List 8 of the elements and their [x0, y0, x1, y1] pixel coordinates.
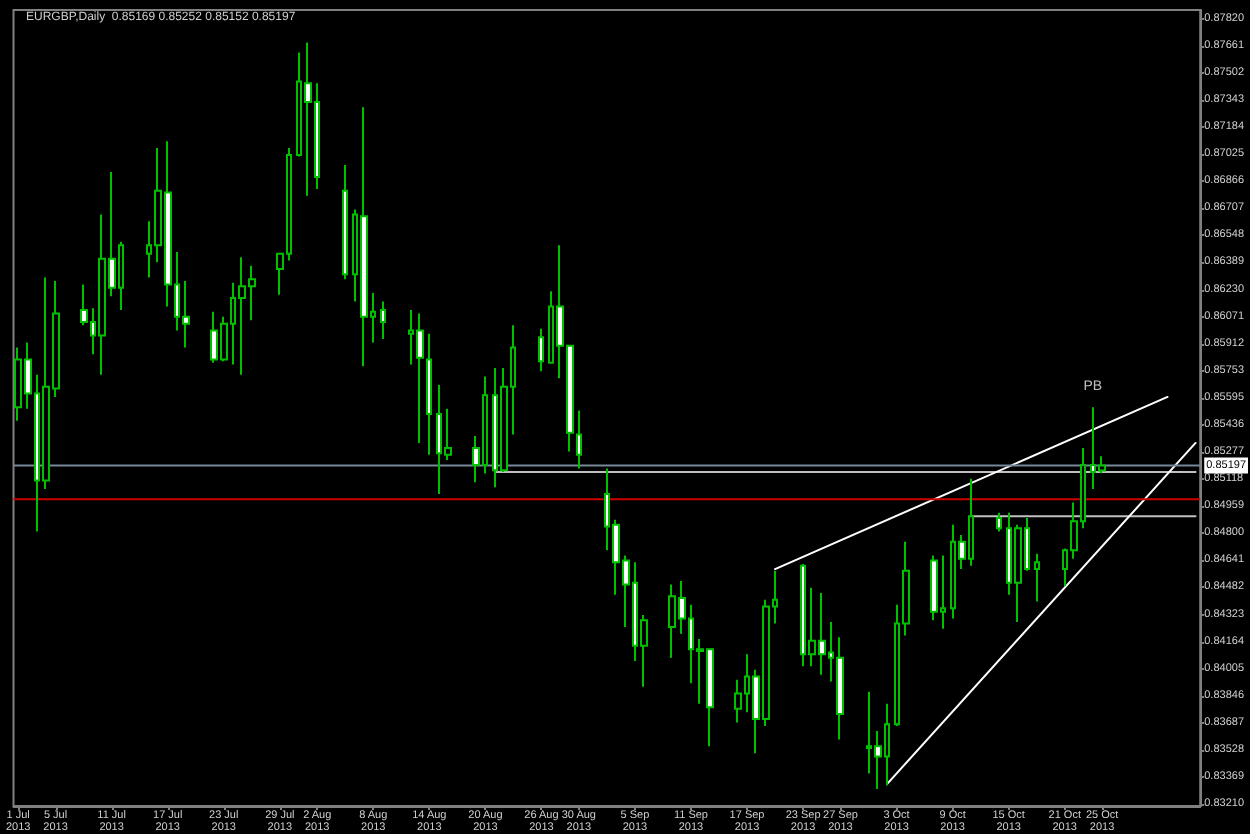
- candlestick: [1034, 552, 1040, 603]
- candlestick: [360, 106, 368, 368]
- candlestick: [304, 41, 312, 197]
- candlestick: [996, 511, 1002, 533]
- candlestick: [342, 164, 348, 281]
- candlestick: [930, 554, 938, 622]
- candlestick: [380, 300, 386, 340]
- candlestick: [538, 327, 544, 373]
